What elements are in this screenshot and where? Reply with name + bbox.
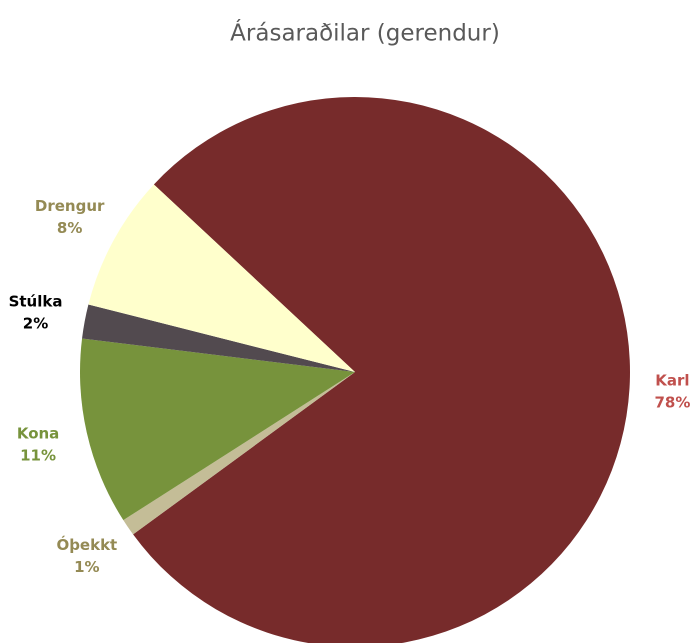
slice-name: Stúlka [9, 293, 63, 311]
slice-name: Óþekkt [56, 535, 117, 554]
slice-value: 2% [23, 315, 48, 333]
pie-slice [88, 184, 355, 372]
pie-slice [133, 97, 630, 643]
slice-name: Karl [655, 371, 689, 389]
slice-value: 8% [57, 219, 82, 237]
chart-title: Árásaraðilar (gerendur) [230, 19, 500, 47]
slice-value: 78% [654, 393, 690, 411]
slice-name: Kona [17, 425, 59, 443]
slice-name: Drengur [35, 197, 105, 215]
pie-slice [79, 338, 355, 521]
pie-slice [123, 372, 355, 535]
slice-value: 11% [20, 447, 56, 465]
pie-slice [82, 304, 355, 372]
slice-value: 1% [74, 558, 99, 576]
